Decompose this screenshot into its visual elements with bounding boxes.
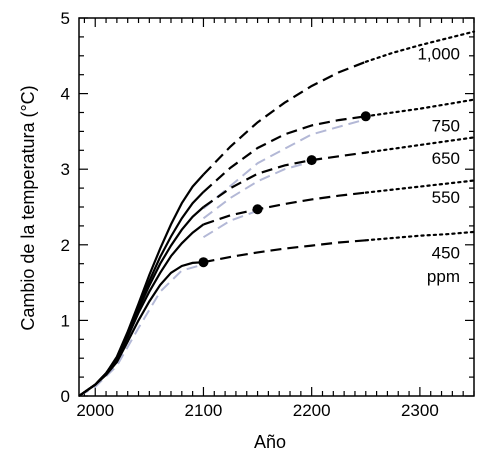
x-tick-label: 2200 (293, 401, 331, 420)
concentration-label: 550 (432, 188, 460, 207)
series-line-alt (202, 160, 312, 220)
series-line-dotted (364, 30, 476, 63)
x-tick-label: 2300 (401, 401, 439, 420)
series-line-dotted (364, 98, 476, 118)
series-line-solid (78, 223, 205, 397)
series-line-dashed (203, 191, 366, 226)
x-axis-title: Año (254, 432, 286, 452)
series-line-alt (202, 118, 367, 210)
series-line-dotted (364, 230, 476, 242)
concentration-label: 650 (432, 149, 460, 168)
concentration-label: 450 (432, 243, 460, 262)
plot-frame (78, 17, 475, 397)
concentration-label: 750 (432, 116, 460, 135)
x-tick-label: 2000 (76, 401, 114, 420)
series-line-dashed (203, 239, 366, 264)
series-line-solid (78, 261, 204, 397)
y-tick-label: 2 (61, 236, 70, 255)
y-axis-title: Cambio de la temperatura (°C) (18, 85, 38, 330)
concentration-label: ppm (427, 267, 460, 286)
series-line-solid (78, 173, 205, 397)
series-line-dotted (364, 179, 476, 194)
y-tick-label: 0 (61, 387, 70, 406)
stabilization-point (252, 204, 263, 215)
series-line-dashed (202, 151, 366, 208)
series-lines (78, 30, 476, 397)
series-line-dashed (202, 115, 366, 193)
series-line-alt (78, 263, 204, 397)
series-line-alt (202, 209, 258, 239)
stabilization-point (198, 257, 209, 268)
series-line-dashed (202, 60, 367, 176)
x-tick-label: 2100 (185, 401, 223, 420)
y-tick-label: 3 (61, 160, 70, 179)
y-tick-label: 1 (61, 311, 70, 330)
series-line-dotted (364, 136, 476, 154)
stabilization-point (306, 155, 317, 166)
axes: 2000 2100 2200 2300 0 1 2 3 4 5 (61, 9, 475, 420)
y-tick-label: 5 (61, 9, 70, 28)
concentration-labels: 1,000 750 650 550 450 ppm (417, 45, 460, 286)
y-tick-label: 4 (61, 85, 70, 104)
stabilization-markers (198, 111, 371, 268)
concentration-label: 1,000 (417, 45, 460, 64)
stabilization-point (360, 111, 371, 122)
